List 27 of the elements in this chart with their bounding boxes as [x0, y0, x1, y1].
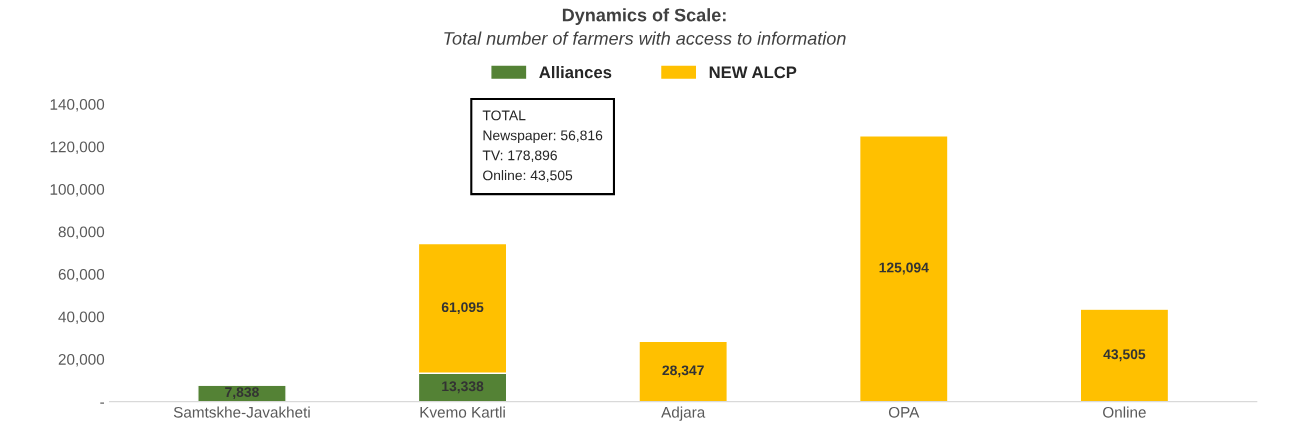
x-tick-label: OPA — [888, 406, 920, 418]
y-tick-label: 60,000 — [58, 268, 105, 282]
bar — [1079, 308, 1170, 402]
x-tick-label: Online — [1103, 406, 1146, 418]
y-tick-label: - — [100, 402, 105, 404]
data-label: 61,095 — [441, 302, 484, 315]
x-tick-label: Samtskhe-Javakheti — [173, 406, 310, 418]
y-tick-label: 20,000 — [58, 353, 105, 367]
chart-subtitle: Total number of farmers with access to information — [444, 31, 846, 45]
data-label: 125,094 — [879, 262, 929, 275]
y-tick-label: 100,000 — [50, 183, 105, 197]
data-label: 7,838 — [225, 387, 259, 400]
bar — [858, 135, 949, 402]
y-tick-label: 40,000 — [58, 311, 105, 325]
y-tick-label: 140,000 — [50, 98, 105, 112]
data-label: 13,338 — [442, 381, 484, 394]
x-tick-label: Kvemo Kartli — [420, 406, 505, 418]
annotation: TOTAL Newspaper: 56,816 TV: 178,896 Online: 43,505 — [482, 110, 603, 182]
chart-title: Dynamics of Scale: — [562, 8, 726, 25]
legend-label: Alliances — [539, 66, 612, 79]
data-label: 43,505 — [1103, 349, 1146, 362]
y-tick-label: 120,000 — [50, 141, 105, 155]
data-label: 28,347 — [662, 365, 704, 378]
legend-label: NEW ALCP — [709, 66, 797, 79]
bar — [638, 340, 728, 402]
x-tick-label: Adjara — [661, 406, 706, 421]
y-tick-label: 80,000 — [58, 226, 105, 240]
